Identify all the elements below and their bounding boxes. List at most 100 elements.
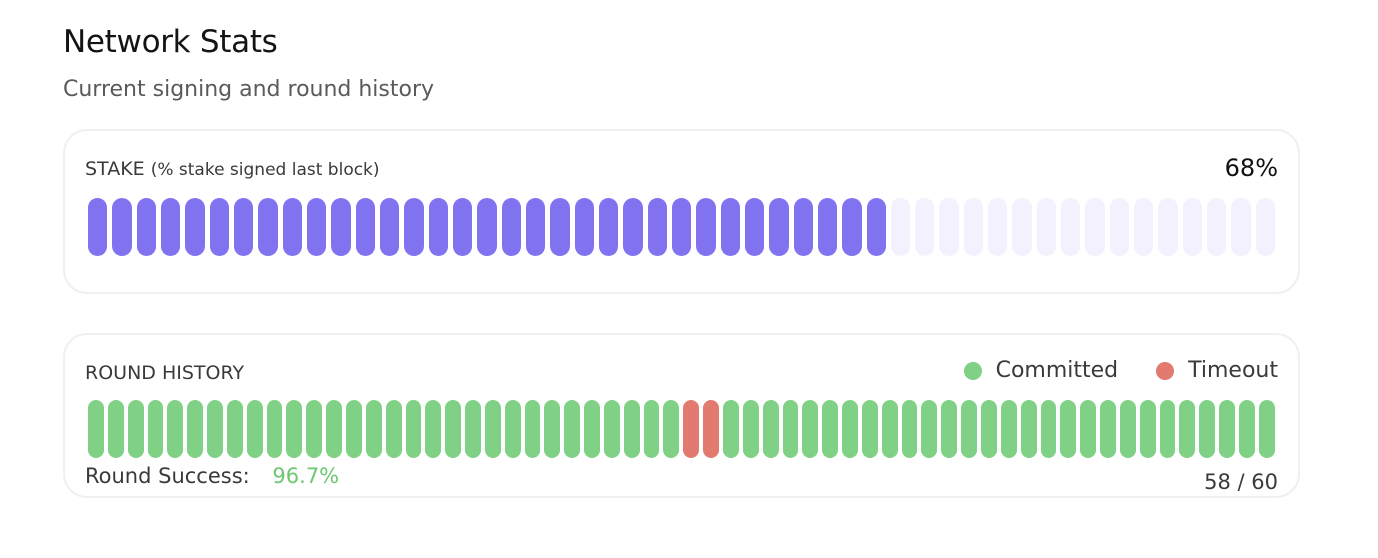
round-bar-committed xyxy=(266,400,283,458)
stake-label: STAKE (% stake signed last block) xyxy=(85,155,380,184)
round-history-card: ROUND HISTORY Committed Timeout Round Su… xyxy=(63,333,1300,498)
round-bar-committed xyxy=(782,400,799,458)
stake-segment-unsigned xyxy=(1158,198,1178,256)
stake-segment-signed xyxy=(598,198,619,256)
round-bar-committed xyxy=(484,400,501,458)
round-history-bars xyxy=(88,400,1275,458)
stake-segment-unsigned xyxy=(915,198,935,256)
round-bar-committed xyxy=(385,400,402,458)
round-bar-committed xyxy=(822,400,839,458)
stake-segment-unsigned xyxy=(1036,198,1057,256)
round-bar-committed xyxy=(167,400,184,458)
round-bar-committed xyxy=(187,400,204,458)
stake-segment-unsigned xyxy=(1012,198,1032,256)
stake-segment-signed xyxy=(550,198,570,256)
stake-segment-signed xyxy=(525,198,546,256)
stake-segment-signed xyxy=(720,198,740,256)
round-legend: Committed Timeout xyxy=(963,355,1278,387)
stake-segment-signed xyxy=(793,198,813,256)
round-bar-committed xyxy=(504,400,521,458)
timeout-dot-icon xyxy=(1156,362,1175,380)
round-bar-committed xyxy=(1119,400,1136,458)
round-bar-committed xyxy=(564,400,581,458)
round-bar-committed xyxy=(802,400,819,458)
round-bar-committed xyxy=(127,400,144,458)
stake-segment-signed xyxy=(866,198,886,256)
stake-percentage: 68% xyxy=(1224,154,1278,182)
round-bar-committed xyxy=(1080,400,1097,458)
round-bar-committed xyxy=(941,400,958,458)
round-bar-committed xyxy=(901,400,918,458)
round-bar-committed xyxy=(881,400,898,458)
round-bar-committed xyxy=(1219,400,1235,458)
round-bar-committed xyxy=(1258,400,1275,458)
stake-segment-signed xyxy=(136,198,156,256)
round-bar-committed xyxy=(544,400,561,458)
round-bar-committed xyxy=(742,400,759,458)
round-bar-committed xyxy=(345,400,362,458)
round-bar-committed xyxy=(1159,400,1176,458)
stake-segment-signed xyxy=(744,198,765,256)
round-bar-committed xyxy=(961,400,977,458)
stake-segment-signed xyxy=(379,198,400,256)
round-bar-committed xyxy=(306,400,323,458)
stake-segment-unsigned xyxy=(890,198,911,256)
round-count: 58 / 60 xyxy=(1204,470,1278,494)
round-bar-committed xyxy=(643,400,660,458)
stake-segment-signed xyxy=(404,198,424,256)
stake-label-main: STAKE xyxy=(85,158,145,180)
round-bar-committed xyxy=(445,400,462,458)
round-bar-committed xyxy=(365,400,382,458)
round-bar-committed xyxy=(1000,400,1017,458)
page-title: Network Stats xyxy=(63,24,278,60)
round-bar-committed xyxy=(425,400,442,458)
stake-segment-signed xyxy=(696,198,716,256)
stake-segment-unsigned xyxy=(988,198,1008,256)
round-bar-committed xyxy=(286,400,303,458)
stake-segment-unsigned xyxy=(1061,198,1081,256)
stake-card: STAKE (% stake signed last block) 68% xyxy=(63,129,1300,294)
stake-segment-unsigned xyxy=(963,198,984,256)
stake-segment-unsigned xyxy=(1134,198,1154,256)
round-bar-committed xyxy=(107,400,124,458)
stake-segment-signed xyxy=(623,198,643,256)
stake-segment-signed xyxy=(428,198,448,256)
committed-dot-icon xyxy=(963,362,982,380)
stake-segment-signed xyxy=(160,198,181,256)
stake-segment-signed xyxy=(817,198,838,256)
round-bar-committed xyxy=(980,400,997,458)
stake-segment-signed xyxy=(112,198,132,256)
round-bar-committed xyxy=(842,400,858,458)
round-bar-committed xyxy=(861,400,878,458)
round-bar-committed xyxy=(405,400,422,458)
round-success: Round Success: 96.7% xyxy=(85,461,339,491)
round-bar-committed xyxy=(584,400,600,458)
stake-label-sub: (% stake signed last block) xyxy=(150,160,380,180)
round-bar-committed xyxy=(1139,400,1156,458)
stake-segment-signed xyxy=(477,198,497,256)
round-bar-committed xyxy=(663,400,680,458)
round-success-label: Round Success: xyxy=(85,464,250,488)
stake-bar-meter xyxy=(88,198,1276,256)
round-bar-committed xyxy=(1060,400,1077,458)
stake-segment-unsigned xyxy=(1085,198,1105,256)
page-subtitle: Current signing and round history xyxy=(63,77,435,102)
stake-segment-unsigned xyxy=(939,198,959,256)
stake-segment-unsigned xyxy=(1231,198,1251,256)
round-bar-committed xyxy=(1179,400,1196,458)
round-bar-committed xyxy=(1238,400,1255,458)
round-bar-committed xyxy=(1040,400,1057,458)
stake-segment-signed xyxy=(331,198,351,256)
stake-segment-signed xyxy=(671,198,692,256)
round-bar-committed xyxy=(524,400,541,458)
stake-segment-signed xyxy=(209,198,229,256)
round-bar-committed xyxy=(226,400,243,458)
round-history-label: ROUND HISTORY xyxy=(85,362,245,384)
round-bar-committed xyxy=(921,400,938,458)
round-bar-committed xyxy=(207,400,223,458)
legend-item-committed: Committed xyxy=(963,355,1118,387)
stake-segment-signed xyxy=(769,198,789,256)
stake-segment-signed xyxy=(185,198,205,256)
round-bar-committed xyxy=(762,400,779,458)
round-bar-committed xyxy=(1020,400,1037,458)
